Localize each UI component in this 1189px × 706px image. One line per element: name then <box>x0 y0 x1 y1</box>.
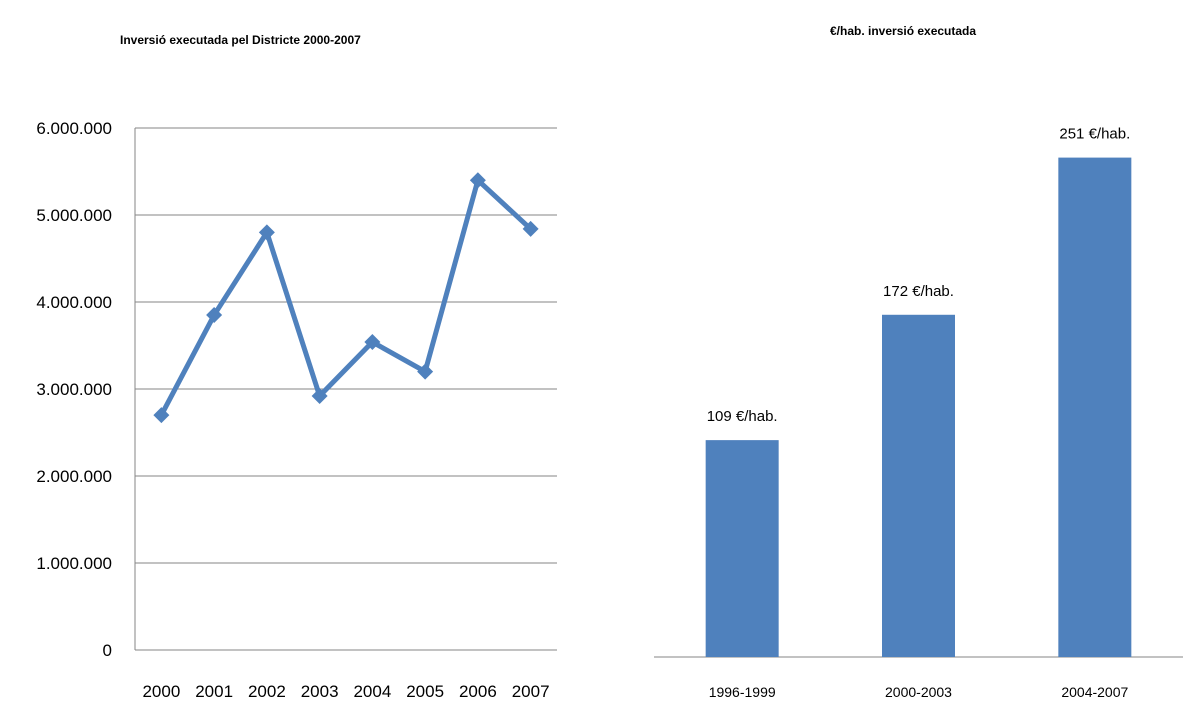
bar <box>1058 157 1132 657</box>
data-point <box>258 224 275 241</box>
data-point <box>206 307 223 324</box>
line-chart-title: Inversió executada pel Districte 2000-20… <box>120 33 361 47</box>
series-line <box>158 177 534 418</box>
bar-chart-title: €/hab. inversió executada <box>830 24 977 38</box>
category-label: 1996-1999 <box>709 684 776 700</box>
y-tick-label: 4.000.000 <box>36 293 112 312</box>
category-label: 2004-2007 <box>1061 684 1128 700</box>
category-label: 2000-2003 <box>885 684 952 700</box>
y-tick-label: 3.000.000 <box>36 380 112 399</box>
x-tick-label: 2005 <box>406 682 444 701</box>
data-point <box>153 407 170 424</box>
data-label: 172 €/hab. <box>883 283 954 300</box>
bar <box>882 314 955 657</box>
x-tick-label: 2007 <box>512 682 550 701</box>
y-tick-label: 1.000.000 <box>36 554 112 573</box>
y-tick-label: 6.000.000 <box>36 119 112 138</box>
bar <box>705 440 779 657</box>
data-point <box>417 363 434 380</box>
x-tick-label: 2003 <box>301 682 339 701</box>
x-tick-label: 2002 <box>248 682 286 701</box>
y-tick-label: 5.000.000 <box>36 206 112 225</box>
data-point <box>364 334 381 351</box>
data-point <box>311 387 328 404</box>
y-tick-label: 2.000.000 <box>36 467 112 486</box>
y-tick-label: 0 <box>103 641 112 660</box>
data-point <box>522 220 539 237</box>
x-tick-label: 2006 <box>459 682 497 701</box>
data-label: 251 €/hab. <box>1059 126 1130 143</box>
x-tick-label: 2000 <box>142 682 180 701</box>
x-tick-label: 2004 <box>353 682 391 701</box>
x-tick-label: 2001 <box>195 682 233 701</box>
data-label: 109 €/hab. <box>707 408 778 425</box>
data-point <box>469 172 486 189</box>
